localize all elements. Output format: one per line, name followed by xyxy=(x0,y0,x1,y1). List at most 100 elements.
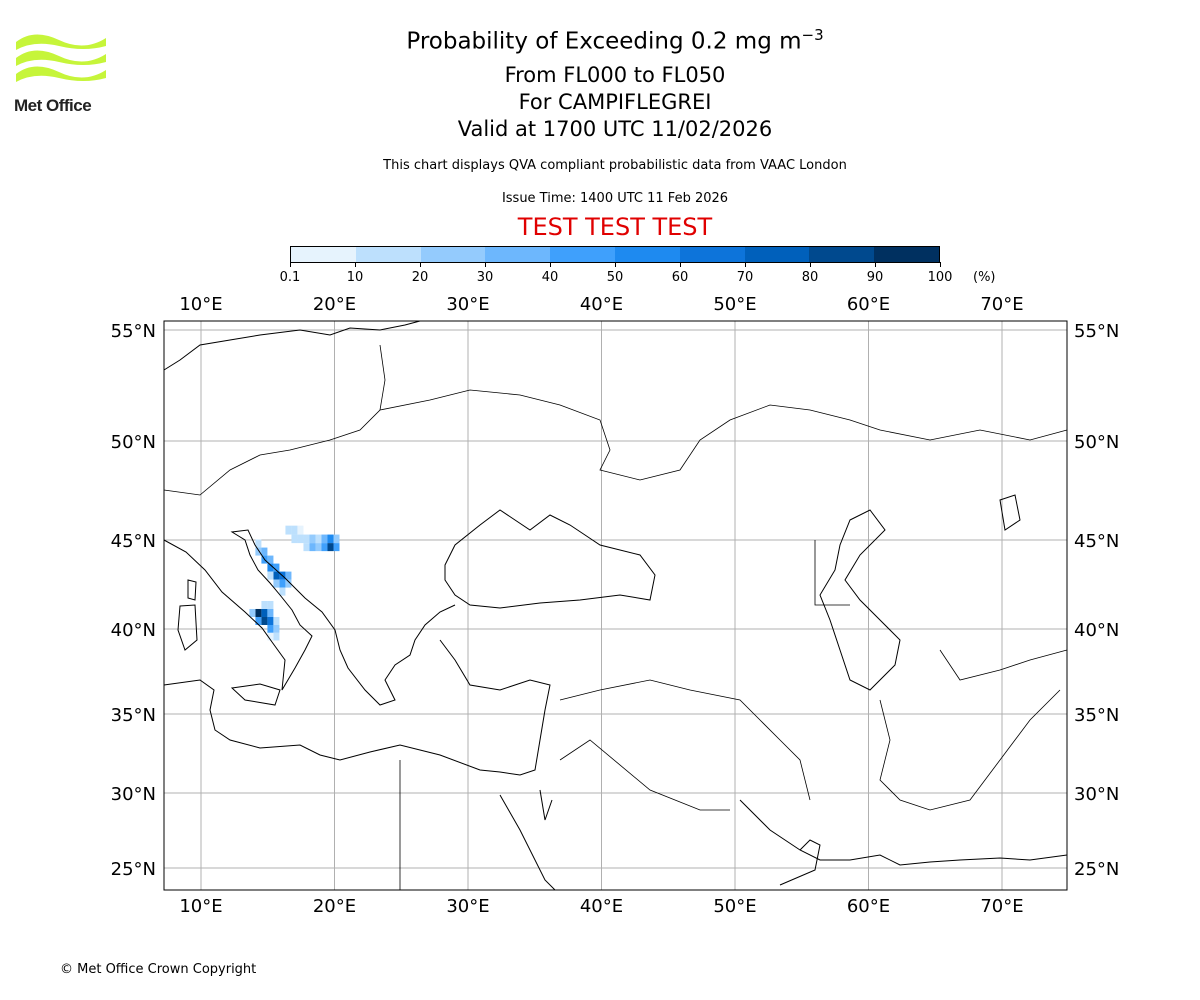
probability-cell xyxy=(261,600,268,609)
probability-cell xyxy=(267,624,274,633)
colorbar-tick-mark xyxy=(550,262,551,267)
valid-time: Valid at 1700 UTC 11/02/2026 xyxy=(457,117,773,141)
lon-tick-top: 40°E xyxy=(580,294,623,315)
lon-tick-bottom: 70°E xyxy=(980,896,1023,917)
probability-cell xyxy=(273,563,280,572)
title-text: Probability of Exceeding 0.2 mg m xyxy=(406,28,802,55)
probability-cell xyxy=(249,608,256,617)
probability-cell xyxy=(279,587,286,596)
test-banner: TEST TEST TEST xyxy=(517,213,713,241)
probability-cell xyxy=(255,547,262,556)
met-office-logo: Met Office xyxy=(14,30,109,116)
axis-ticks: 10°E 10°E 20°E 20°E 30°E 30°E 40°E 40°E 50°E 50°E… xyxy=(111,294,1120,917)
colorbar-tick-label: 50 xyxy=(606,270,624,285)
colorbar-tick-mark xyxy=(680,262,681,267)
colorbar-tick-mark xyxy=(940,262,941,267)
lon-tick-bottom: 30°E xyxy=(446,896,489,917)
lon-tick-bottom: 60°E xyxy=(847,896,890,917)
lon-tick-top: 30°E xyxy=(446,294,489,315)
lat-tick-right: 45°N xyxy=(1074,531,1119,552)
probability-cell xyxy=(255,608,262,617)
colorbar-tick-label: 30 xyxy=(476,270,494,285)
probability-cells xyxy=(249,525,340,641)
level-range: From FL000 to FL050 xyxy=(504,63,726,87)
probability-cell xyxy=(285,571,292,580)
colorbar-tick-label: 90 xyxy=(866,270,884,285)
colorbar-bin-2 xyxy=(420,247,486,262)
lat-tick-left: 40°N xyxy=(111,620,156,641)
colorbar-tick-mark xyxy=(355,262,356,267)
logo-text: Met Office xyxy=(14,96,92,115)
probability-cell xyxy=(285,525,292,535)
colorbar-tick-mark xyxy=(420,262,421,267)
probability-cell xyxy=(273,632,280,641)
colorbar xyxy=(290,246,940,263)
probability-cell xyxy=(273,624,280,633)
colorbar-tick-mark xyxy=(745,262,746,267)
probability-cell xyxy=(291,525,298,535)
probability-cell xyxy=(273,571,280,580)
colorbar-bin-0 xyxy=(291,247,356,262)
lon-tick-bottom: 40°E xyxy=(580,896,623,917)
colorbar-tick-mark xyxy=(615,262,616,267)
colorbar-bin-4 xyxy=(550,247,615,262)
lon-tick-bottom: 50°E xyxy=(713,896,756,917)
probability-cell xyxy=(273,616,280,625)
copyright: © Met Office Crown Copyright xyxy=(60,962,257,977)
lat-tick-left: 35°N xyxy=(111,705,156,726)
map-frame xyxy=(163,320,1068,891)
gridlines xyxy=(164,321,1067,890)
lon-tick-top: 70°E xyxy=(980,294,1023,315)
probability-cell xyxy=(261,608,268,617)
probability-cell xyxy=(267,563,274,572)
probability-cell xyxy=(321,543,328,552)
lat-tick-left: 50°N xyxy=(111,432,156,453)
lat-tick-right: 25°N xyxy=(1074,859,1119,880)
lat-tick-left: 25°N xyxy=(111,859,156,880)
colorbar-tick-mark xyxy=(485,262,486,267)
probability-cell xyxy=(267,632,274,641)
probability-cell xyxy=(297,525,304,535)
chart-title: Probability of Exceeding 0.2 mg m−3 xyxy=(0,26,1200,55)
probability-cell xyxy=(303,543,310,552)
probability-cell xyxy=(285,579,292,588)
lat-tick-left: 30°N xyxy=(111,784,156,805)
coastlines xyxy=(163,320,1068,891)
colorbar-tick-label: 20 xyxy=(411,270,429,285)
colorbar-bin-5 xyxy=(614,247,680,262)
lat-tick-right: 55°N xyxy=(1074,321,1119,342)
colorbar-tick-mark xyxy=(875,262,876,267)
title-superscript: −3 xyxy=(801,26,824,44)
lat-tick-left: 45°N xyxy=(111,531,156,552)
probability-cell xyxy=(315,543,322,552)
probability-cell xyxy=(297,534,304,544)
probability-cell xyxy=(315,534,322,544)
colorbar-bin-9 xyxy=(874,247,939,262)
colorbar-tick-label: 100 xyxy=(927,270,953,285)
probability-cell xyxy=(309,543,316,552)
probability-cell xyxy=(303,534,310,544)
lat-tick-right: 30°N xyxy=(1074,784,1119,805)
lat-tick-left: 55°N xyxy=(111,321,156,342)
probability-cell xyxy=(267,608,274,617)
lat-tick-right: 35°N xyxy=(1074,705,1119,726)
data-note: This chart displays QVA compliant probab… xyxy=(383,158,847,173)
probability-cell xyxy=(267,616,274,625)
colorbar-bin-6 xyxy=(679,247,745,262)
colorbar-tick-label: 70 xyxy=(736,270,754,285)
probability-cell xyxy=(321,534,328,544)
probability-cell xyxy=(309,534,316,544)
probability-cell xyxy=(279,579,286,588)
lon-tick-top: 10°E xyxy=(179,294,222,315)
probability-cell xyxy=(267,600,274,609)
colorbar-tick-mark xyxy=(290,262,291,267)
colorbar-tick-label: 10 xyxy=(346,270,364,285)
lon-tick-top: 50°E xyxy=(713,294,756,315)
lon-tick-top: 60°E xyxy=(847,294,890,315)
colorbar-bin-1 xyxy=(355,247,421,262)
colorbar-bin-3 xyxy=(485,247,551,262)
lon-tick-top: 20°E xyxy=(313,294,356,315)
probability-cell xyxy=(327,543,334,552)
probability-cell xyxy=(255,616,262,625)
